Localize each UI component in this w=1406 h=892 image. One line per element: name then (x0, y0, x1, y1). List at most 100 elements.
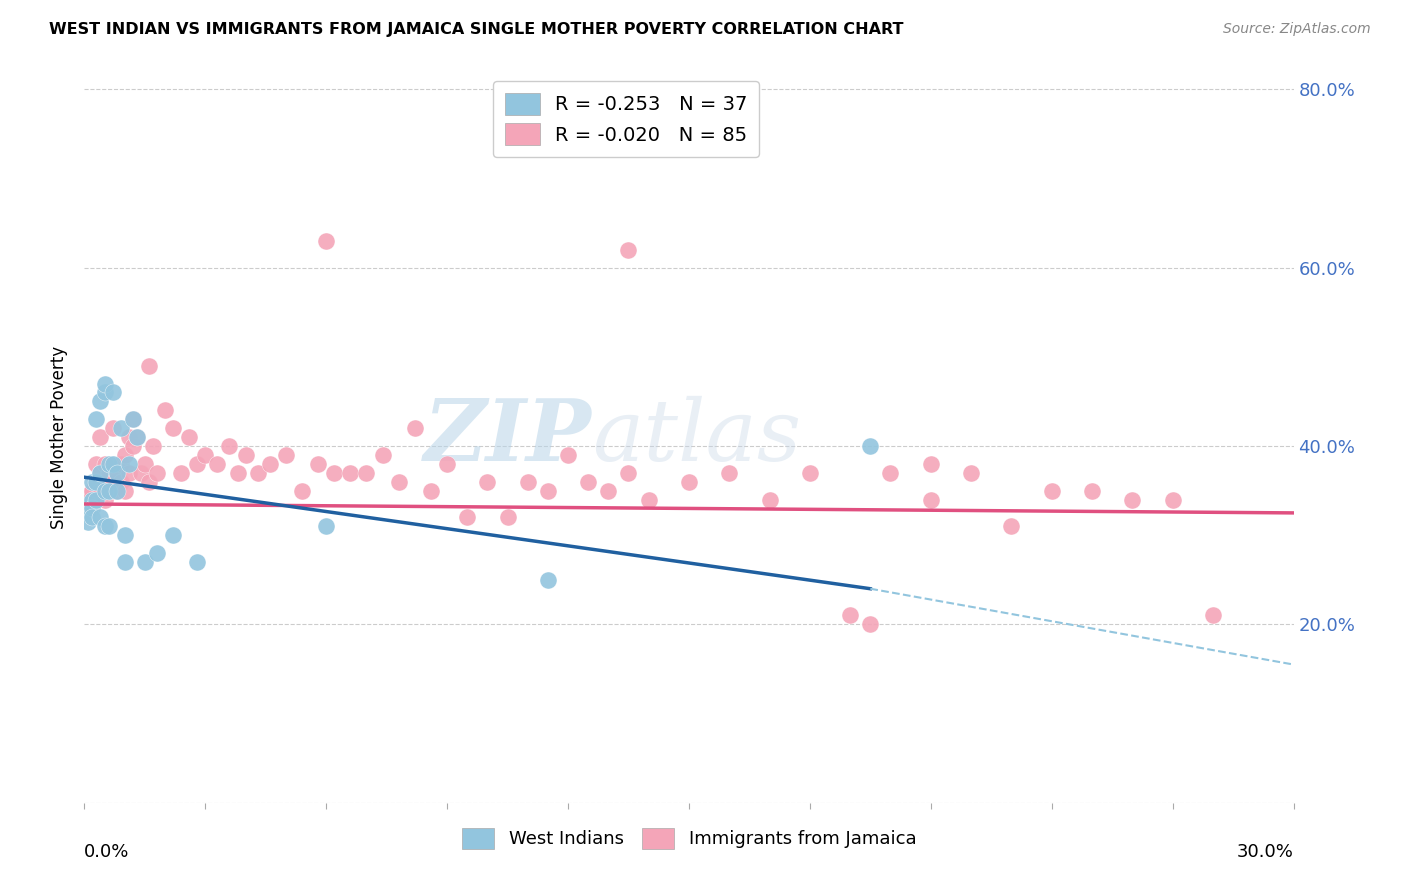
Text: Source: ZipAtlas.com: Source: ZipAtlas.com (1223, 22, 1371, 37)
Point (186, 555, 208, 569)
Point (371, 448, 394, 462)
Point (101, 457, 124, 471)
Point (758, 492, 780, 507)
Point (207, 457, 229, 471)
Point (105, 466, 128, 480)
Point (859, 439, 882, 453)
Point (1000, 519, 1022, 533)
Point (101, 385, 124, 400)
Point (1081, 483, 1104, 498)
Point (125, 430, 148, 444)
Point (1161, 492, 1184, 507)
Text: WEST INDIAN VS IMMIGRANTS FROM JAMAICA SINGLE MOTHER POVERTY CORRELATION CHART: WEST INDIAN VS IMMIGRANTS FROM JAMAICA S… (49, 22, 904, 37)
Point (557, 448, 579, 462)
Point (82, 501, 104, 516)
Point (121, 412, 143, 426)
Point (291, 483, 314, 498)
Point (138, 475, 160, 489)
Point (194, 448, 217, 462)
Point (226, 466, 249, 480)
Point (307, 457, 329, 471)
Point (86, 492, 108, 507)
Point (93, 457, 115, 471)
Point (162, 528, 184, 542)
Point (114, 555, 136, 569)
Point (93, 519, 115, 533)
Point (1202, 608, 1225, 623)
Point (77, 497, 100, 511)
Point (436, 457, 458, 471)
Point (86, 492, 108, 507)
Point (97, 483, 120, 498)
Point (516, 475, 538, 489)
Point (1040, 483, 1063, 498)
Point (97, 519, 120, 533)
Point (77, 506, 100, 520)
Y-axis label: Single Mother Poverty: Single Mother Poverty (51, 345, 69, 529)
Point (598, 483, 620, 498)
Point (77, 497, 100, 511)
Point (839, 608, 862, 623)
Point (323, 466, 346, 480)
Point (879, 466, 901, 480)
Point (93, 385, 115, 400)
Point (920, 492, 942, 507)
Point (118, 457, 141, 471)
Point (93, 483, 115, 498)
Point (93, 475, 115, 489)
Point (110, 457, 132, 471)
Point (678, 475, 700, 489)
Point (718, 466, 741, 480)
Point (637, 492, 659, 507)
Point (118, 466, 141, 480)
Point (218, 439, 240, 453)
Point (82, 510, 104, 524)
Point (259, 457, 281, 471)
Point (315, 234, 337, 248)
Point (86, 475, 108, 489)
Point (134, 555, 156, 569)
Point (105, 466, 128, 480)
Point (142, 439, 165, 453)
Point (274, 448, 297, 462)
Point (246, 466, 269, 480)
Point (125, 430, 148, 444)
Point (105, 483, 128, 498)
Point (114, 448, 136, 462)
Point (89, 430, 111, 444)
Point (93, 492, 115, 507)
Point (179, 430, 201, 444)
Point (134, 457, 156, 471)
Point (105, 483, 128, 498)
Point (121, 412, 143, 426)
Text: 0.0%: 0.0% (84, 843, 129, 861)
Text: atlas: atlas (592, 396, 801, 478)
Point (101, 421, 124, 435)
Point (146, 466, 169, 480)
Point (121, 439, 143, 453)
Point (93, 376, 115, 391)
Point (1121, 492, 1143, 507)
Point (110, 475, 132, 489)
Point (86, 475, 108, 489)
Point (82, 483, 104, 498)
Point (162, 421, 184, 435)
Point (146, 546, 169, 560)
Point (89, 483, 111, 498)
Point (859, 617, 882, 632)
Point (388, 475, 411, 489)
Text: 30.0%: 30.0% (1237, 843, 1294, 861)
Point (576, 475, 599, 489)
Point (86, 457, 108, 471)
Point (315, 519, 337, 533)
Point (97, 457, 120, 471)
Point (617, 243, 640, 257)
Point (89, 510, 111, 524)
Point (97, 466, 120, 480)
Point (129, 466, 152, 480)
Point (960, 466, 983, 480)
Legend: West Indians, Immigrants from Jamaica: West Indians, Immigrants from Jamaica (454, 821, 924, 856)
Point (496, 510, 519, 524)
Point (537, 573, 560, 587)
Text: ZIP: ZIP (425, 395, 592, 479)
